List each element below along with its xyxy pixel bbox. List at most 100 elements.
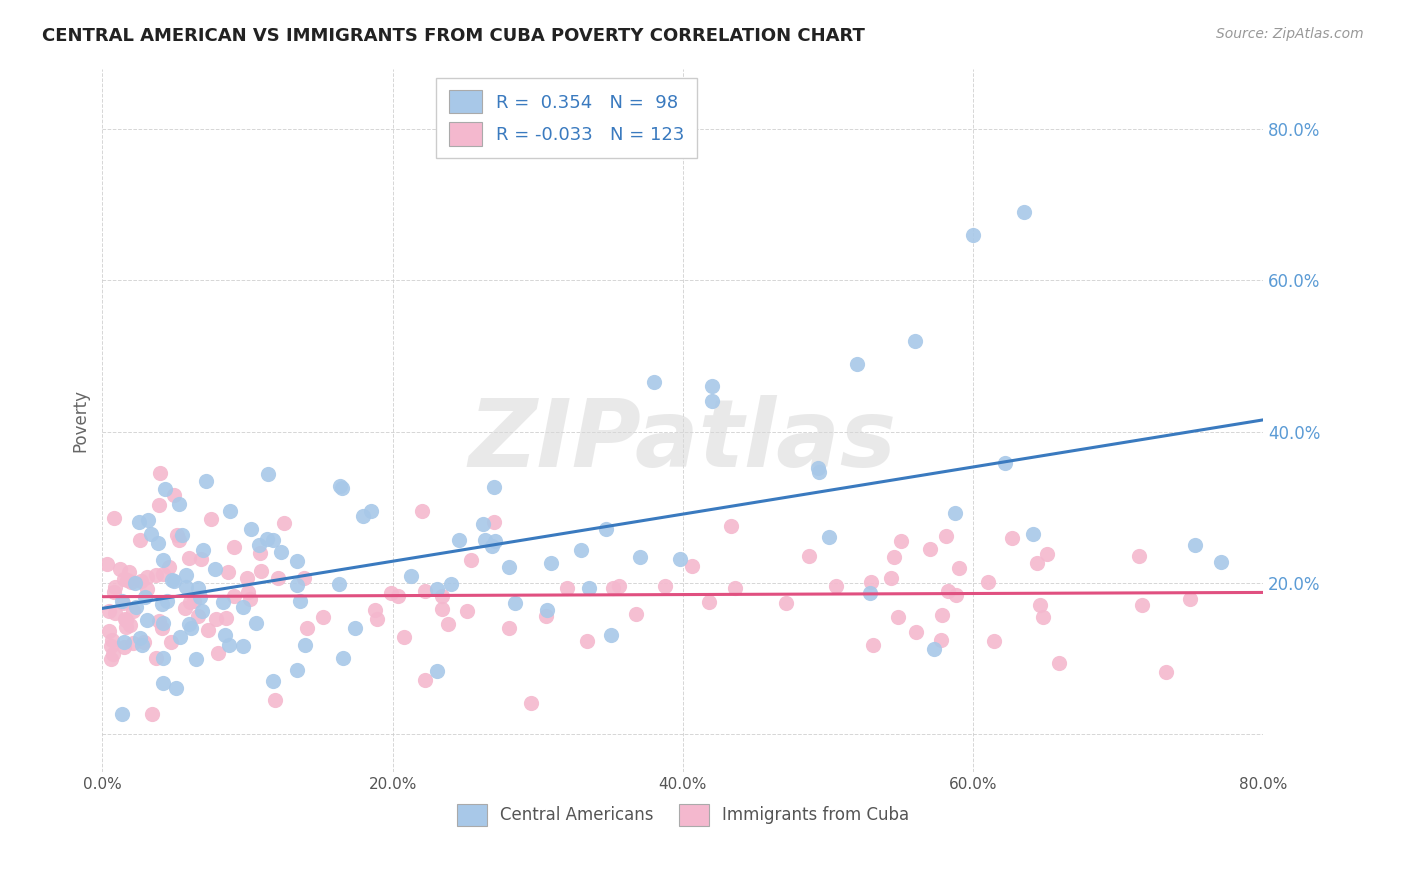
Point: [413, 673, 436, 687]
Point: [128, 632, 150, 646]
Point: [862, 639, 884, 653]
Point: [97, 604, 120, 618]
Point: [145, 651, 167, 665]
Point: [890, 534, 912, 549]
Point: [232, 599, 254, 614]
Point: [152, 616, 174, 631]
Point: [136, 582, 159, 596]
Point: [200, 512, 222, 526]
Point: [1130, 599, 1153, 613]
Point: [624, 607, 647, 621]
Point: [121, 636, 143, 650]
Point: [430, 589, 453, 603]
Point: [239, 591, 262, 606]
Point: [217, 565, 239, 579]
Point: [188, 590, 211, 604]
Point: [204, 612, 226, 626]
Point: [150, 598, 173, 612]
Point: [152, 651, 174, 665]
Point: [654, 578, 676, 592]
Point: [150, 621, 173, 635]
Point: [141, 707, 163, 722]
Point: [607, 579, 630, 593]
Point: [121, 574, 143, 589]
Point: [290, 594, 312, 608]
Point: [100, 652, 122, 666]
Point: [152, 567, 174, 582]
Point: [329, 479, 352, 493]
Point: [112, 640, 135, 654]
Point: [943, 506, 966, 520]
Point: [481, 539, 503, 553]
Point: [599, 628, 621, 642]
Point: [180, 621, 202, 635]
Point: [125, 599, 148, 614]
Point: [1001, 532, 1024, 546]
Point: [602, 581, 624, 595]
Point: [115, 620, 138, 634]
Point: [134, 635, 156, 649]
Point: [413, 584, 436, 599]
Point: [115, 613, 138, 627]
Point: [153, 482, 176, 496]
Point: [101, 633, 124, 648]
Point: [503, 596, 526, 610]
Point: [540, 556, 562, 570]
Point: [724, 581, 747, 595]
Point: [174, 568, 197, 582]
Point: [846, 357, 869, 371]
Point: [575, 634, 598, 648]
Point: [1154, 665, 1177, 679]
Point: [904, 334, 927, 348]
Point: [1012, 205, 1035, 219]
Point: [643, 376, 665, 390]
Point: [343, 621, 366, 635]
Point: [207, 646, 229, 660]
Point: [190, 604, 212, 618]
Point: [440, 577, 463, 591]
Point: [118, 565, 141, 579]
Point: [219, 504, 242, 518]
Legend: Central Americans, Immigrants from Cuba: Central Americans, Immigrants from Cuba: [449, 796, 917, 834]
Point: [167, 533, 190, 547]
Point: [110, 707, 132, 722]
Point: [294, 638, 316, 652]
Point: [1184, 538, 1206, 552]
Point: [148, 614, 170, 628]
Point: [256, 532, 278, 546]
Point: [578, 581, 600, 595]
Point: [152, 676, 174, 690]
Point: [484, 533, 506, 548]
Point: [555, 582, 578, 596]
Point: [257, 467, 280, 482]
Point: [273, 516, 295, 530]
Point: [328, 577, 350, 591]
Point: [824, 579, 846, 593]
Text: CENTRAL AMERICAN VS IMMIGRANTS FROM CUBA POVERTY CORRELATION CHART: CENTRAL AMERICAN VS IMMIGRANTS FROM CUBA…: [42, 27, 865, 45]
Point: [129, 574, 152, 588]
Point: [103, 585, 125, 599]
Point: [134, 591, 156, 605]
Point: [904, 624, 927, 639]
Point: [108, 562, 131, 576]
Point: [797, 549, 820, 563]
Point: [918, 541, 941, 556]
Point: [536, 603, 558, 617]
Point: [808, 465, 831, 479]
Point: [437, 617, 460, 632]
Point: [103, 647, 125, 661]
Point: [360, 504, 382, 518]
Y-axis label: Poverty: Poverty: [72, 389, 89, 451]
Point: [285, 663, 308, 677]
Point: [170, 527, 193, 541]
Point: [270, 545, 292, 559]
Point: [118, 617, 141, 632]
Point: [115, 573, 138, 587]
Point: [426, 665, 449, 679]
Point: [169, 630, 191, 644]
Point: [166, 527, 188, 541]
Point: [387, 589, 409, 603]
Point: [174, 580, 197, 594]
Point: [103, 511, 125, 525]
Point: [224, 540, 246, 554]
